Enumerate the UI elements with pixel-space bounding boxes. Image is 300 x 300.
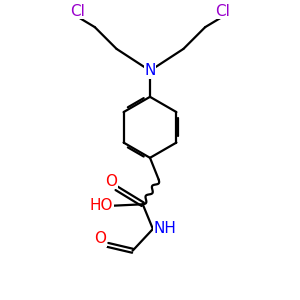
- Text: HO: HO: [89, 198, 113, 213]
- Text: N: N: [144, 63, 156, 78]
- Text: Cl: Cl: [70, 4, 85, 19]
- Text: O: O: [94, 231, 106, 246]
- Text: O: O: [105, 174, 117, 189]
- Text: Cl: Cl: [215, 4, 230, 19]
- Text: NH: NH: [154, 221, 176, 236]
